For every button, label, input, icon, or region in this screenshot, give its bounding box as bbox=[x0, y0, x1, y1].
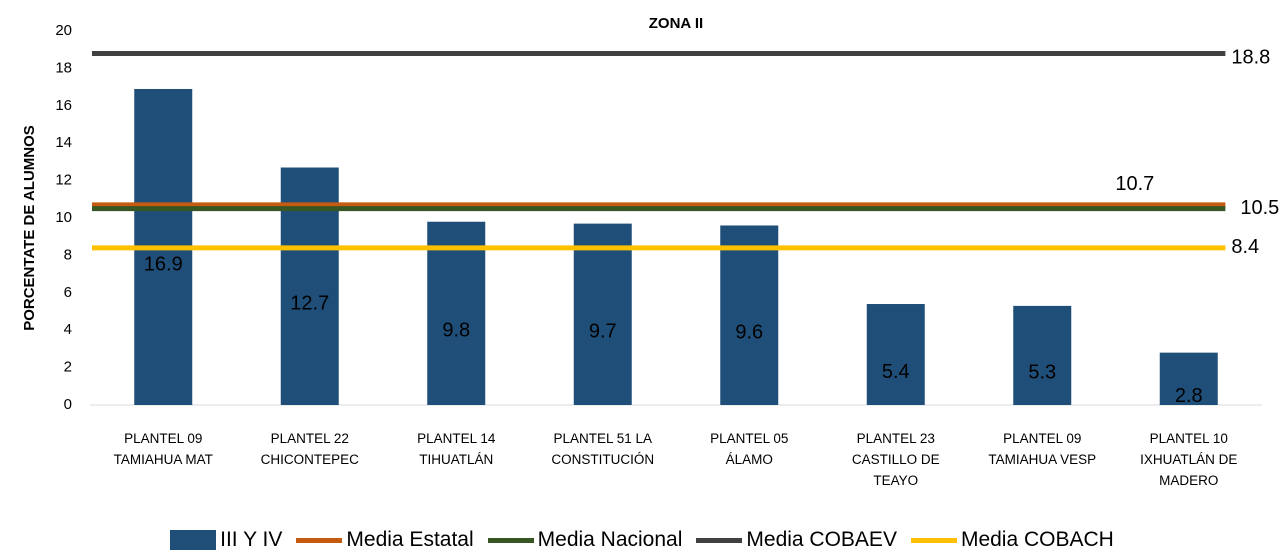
y-tick-label: 6 bbox=[64, 284, 72, 301]
bar bbox=[866, 304, 925, 405]
legend-swatch bbox=[487, 537, 534, 543]
data-label: 9.7 bbox=[589, 321, 617, 343]
y-tick-label: 20 bbox=[55, 22, 72, 39]
legend-label: III Y IV bbox=[220, 528, 283, 551]
x-tick-label: PLANTEL 05 ÁLAMO bbox=[710, 431, 789, 467]
chart-title: ZONA II bbox=[649, 15, 703, 32]
legend-item: III Y IV bbox=[170, 528, 282, 552]
data-label: 5.3 bbox=[1028, 362, 1056, 384]
legend-swatch bbox=[696, 537, 743, 543]
x-tick-label: PLANTEL 51 LA CONSTITUCIÓN bbox=[551, 431, 655, 467]
data-label: 9.6 bbox=[735, 322, 763, 344]
y-tick-label: 12 bbox=[55, 172, 72, 189]
legend-label: Media Nacional bbox=[537, 528, 683, 551]
x-tick-label: PLANTEL 23 CASTILLO DE TEAYO bbox=[851, 431, 940, 488]
x-tick-label: PLANTEL 09 TAMIAHUA VESP bbox=[988, 431, 1097, 467]
legend-item: Media COBACH bbox=[910, 528, 1114, 552]
legend-label: Media Estatal bbox=[346, 528, 474, 551]
y-tick-label: 0 bbox=[64, 396, 72, 413]
y-tick-label: 14 bbox=[55, 134, 72, 151]
legend-item: Media COBAEV bbox=[696, 528, 897, 552]
data-label: 10.5 bbox=[1240, 197, 1279, 219]
data-label: 16.9 bbox=[144, 253, 183, 275]
y-tick-label: 10 bbox=[55, 209, 72, 226]
x-tick-label: PLANTEL 14 TIHUATLÁN bbox=[417, 431, 496, 467]
legend-swatch bbox=[296, 537, 343, 543]
y-tick-label: 2 bbox=[64, 359, 72, 376]
bar bbox=[573, 223, 632, 405]
bar bbox=[1159, 352, 1218, 405]
x-tick-label: PLANTEL 22 CHICONTEPEC bbox=[260, 431, 359, 467]
legend-item: Media Estatal bbox=[296, 528, 474, 552]
data-label: 18.8 bbox=[1231, 47, 1270, 69]
legend: III Y IV Media Estatal Media Nacional Media… bbox=[0, 528, 1284, 552]
data-label: 9.8 bbox=[442, 320, 470, 342]
bar bbox=[1013, 305, 1072, 405]
x-tick-label: PLANTEL 10 IXHUATLÁN DE MADERO bbox=[1140, 431, 1238, 488]
y-tick-label: 8 bbox=[64, 246, 72, 263]
y-axis-label: PORCENTATE DE ALUMNOS bbox=[21, 125, 38, 331]
legend-label: Media COBACH bbox=[960, 528, 1114, 551]
data-label: 12.7 bbox=[290, 293, 329, 315]
y-tick-label: 16 bbox=[55, 97, 72, 114]
legend-item: Media Nacional bbox=[487, 528, 683, 552]
bar bbox=[720, 225, 779, 405]
data-label: 5.4 bbox=[882, 361, 910, 383]
x-tick-label: PLANTEL 09 TAMIAHUA MAT bbox=[113, 431, 213, 467]
data-label: 10.7 bbox=[1115, 173, 1154, 195]
bar bbox=[427, 221, 486, 405]
y-tick-label: 18 bbox=[55, 59, 72, 76]
data-label: 2.8 bbox=[1175, 385, 1203, 407]
legend-label: Media COBAEV bbox=[746, 528, 897, 551]
legend-swatch bbox=[910, 537, 957, 543]
legend-swatch bbox=[170, 530, 217, 550]
data-label: 8.4 bbox=[1231, 236, 1259, 258]
y-tick-label: 4 bbox=[64, 321, 72, 338]
